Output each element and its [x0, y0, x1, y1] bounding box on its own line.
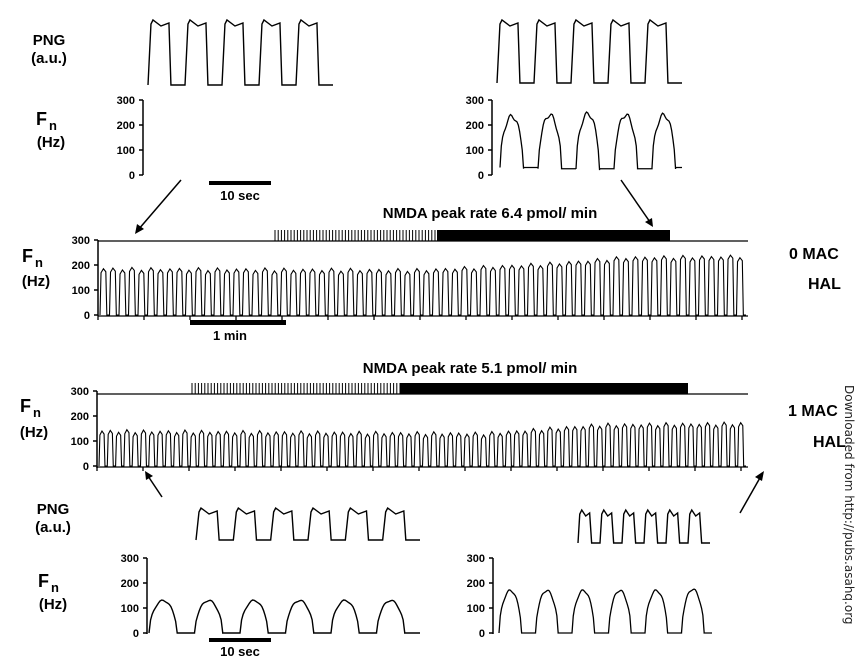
condition-1mac-line2: HAL — [813, 434, 846, 451]
fn-unit-label-top: (Hz) — [37, 134, 65, 151]
fn-label-bottom-sub: n — [51, 580, 59, 595]
mid0-fn-trace — [99, 254, 746, 316]
tick-label-100: 100 — [117, 145, 135, 157]
mid1-time-axis — [96, 466, 748, 471]
bottom-right-fn-trace — [498, 588, 712, 634]
bottom-left-png-trace — [195, 506, 420, 541]
arrow-bottom-right — [739, 471, 764, 514]
nmda-title-0mac: NMDA peak rate 6.4 pmol/ min — [383, 205, 598, 222]
top-left-fn-axis: 300 200 100 0 — [117, 95, 144, 182]
tick-label-300: 300 — [72, 235, 90, 247]
tick-label-0: 0 — [479, 628, 485, 640]
tick-label-0: 0 — [133, 628, 139, 640]
tick-label-0: 0 — [478, 170, 484, 182]
scale-bar-top: 10 sec — [209, 181, 271, 203]
tick-label-100: 100 — [121, 603, 139, 615]
tick-label-0: 0 — [84, 310, 90, 322]
infusion-dense-block — [400, 383, 688, 394]
tick-label-100: 100 — [71, 436, 89, 448]
bottom-right-png-trace — [577, 508, 710, 544]
tick-label-0: 0 — [129, 170, 135, 182]
scale-bar-bottom: 10 sec — [209, 638, 271, 659]
scale-bar-mid-label: 1 min — [213, 328, 247, 343]
tick-label-300: 300 — [467, 553, 485, 565]
top-right-png-trace — [496, 18, 682, 84]
tick-label-300: 300 — [121, 553, 139, 565]
arrow-bottom-left — [145, 471, 163, 498]
scale-bar-mid: 1 min — [190, 320, 286, 343]
mid1-axis: 300 200 100 0 — [71, 386, 98, 473]
fn-label-mid1-sub: n — [33, 405, 41, 420]
mid1-fn-trace — [98, 421, 746, 467]
tick-label-300: 300 — [117, 95, 135, 107]
tick-label-200: 200 — [71, 411, 89, 423]
fn-unit-label-mid0: (Hz) — [22, 273, 50, 290]
top-left-png-trace — [147, 18, 333, 86]
tick-label-100: 100 — [72, 285, 90, 297]
bottom-right-fn-axis: 300 200 100 0 — [467, 553, 494, 640]
fn-unit-label-bottom: (Hz) — [39, 596, 67, 613]
fn-label-mid1: F n (Hz) — [20, 396, 48, 441]
mid1-infusion-line — [97, 383, 748, 395]
mid0-axis: 300 200 100 0 — [72, 235, 99, 322]
condition-0mac-line2: HAL — [808, 276, 841, 293]
fn-label-mid0-sub: n — [35, 255, 43, 270]
png-unit-label-top: (a.u.) — [31, 50, 67, 67]
tick-label-300: 300 — [71, 386, 89, 398]
tick-label-200: 200 — [467, 578, 485, 590]
fn-label-mid0: F n (Hz) — [22, 246, 50, 290]
png-unit-label-bottom: (a.u.) — [35, 519, 71, 536]
tick-label-200: 200 — [117, 120, 135, 132]
watermark: Downloaded from http://pubs.asahq.org — [842, 385, 856, 625]
fn-label-mid1-main: F — [20, 396, 31, 416]
infusion-dense-block — [437, 230, 670, 241]
top-right-fn-trace — [499, 111, 682, 171]
tick-label-100: 100 — [467, 603, 485, 615]
tick-label-300: 300 — [466, 95, 484, 107]
png-label-top: PNG — [33, 32, 66, 49]
fn-label-top: F n (Hz) — [36, 109, 65, 151]
top-right-fn-axis: 300 200 100 0 — [466, 95, 493, 182]
bottom-left-fn-trace — [148, 599, 420, 634]
fn-unit-label-mid1: (Hz) — [20, 424, 48, 441]
scale-bar-bottom-label: 10 sec — [220, 644, 260, 659]
fn-label-mid0-main: F — [22, 246, 33, 266]
tick-label-0: 0 — [83, 461, 89, 473]
arrow-top-right — [620, 179, 653, 227]
fn-label-top-sub: n — [49, 118, 57, 133]
condition-0mac-line1: 0 MAC — [789, 246, 839, 263]
mid0-time-axis — [97, 315, 748, 320]
fn-label-bottom-main: F — [38, 571, 49, 591]
condition-1mac-line1: 1 MAC — [788, 403, 838, 420]
arrow-top-left — [135, 179, 182, 234]
scale-bar-top-label: 10 sec — [220, 188, 260, 203]
tick-label-100: 100 — [466, 145, 484, 157]
fn-label-bottom: F n (Hz) — [38, 571, 67, 613]
tick-label-200: 200 — [121, 578, 139, 590]
fn-label-top-main: F — [36, 109, 47, 129]
bottom-left-fn-axis: 300 200 100 0 — [121, 553, 148, 640]
mid0-infusion-line — [98, 230, 748, 242]
tick-label-200: 200 — [466, 120, 484, 132]
nmda-title-1mac: NMDA peak rate 5.1 pmol/ min — [363, 360, 578, 377]
png-label-bottom: PNG — [37, 501, 70, 518]
tick-label-200: 200 — [72, 260, 90, 272]
